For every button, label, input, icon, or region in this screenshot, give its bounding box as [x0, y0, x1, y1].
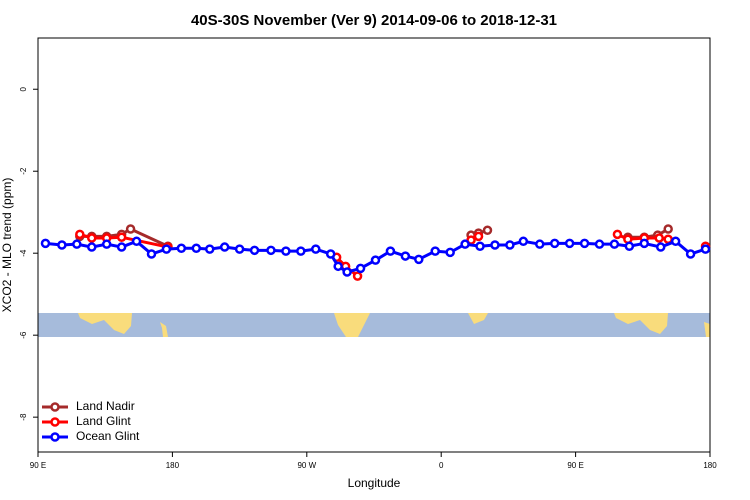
data-point [342, 267, 352, 277]
data-point [445, 247, 455, 258]
data-point [579, 238, 590, 249]
data-point [296, 246, 306, 256]
data-point [234, 244, 245, 254]
data-point [609, 239, 620, 249]
data-point [654, 233, 664, 243]
x-tick-label: 0 [439, 461, 444, 470]
x-tick-label: 180 [166, 461, 180, 470]
data-point [430, 246, 440, 256]
ocean-strip [38, 313, 710, 337]
data-point [385, 246, 396, 256]
x-tick-label: 90 W [297, 461, 316, 470]
legend-label: Ocean Glint [76, 429, 140, 443]
data-point [87, 242, 97, 252]
land-shape [704, 322, 710, 337]
legend-swatch-point [50, 402, 60, 412]
data-point [266, 245, 276, 256]
data-point [333, 261, 343, 272]
data-point [204, 244, 215, 254]
data-point [370, 255, 381, 265]
data-point [685, 249, 696, 259]
data-point [655, 242, 666, 252]
data-point [355, 263, 366, 274]
land-shape [468, 313, 488, 324]
x-tick-label: 180 [703, 461, 717, 470]
data-point [146, 249, 157, 259]
data-point [72, 239, 82, 249]
data-point [87, 233, 97, 243]
legend-label: Land Nadir [76, 399, 135, 413]
data-point [624, 241, 635, 251]
y-tick-label: -2 [19, 167, 28, 175]
data-point [281, 246, 291, 256]
data-point [549, 238, 560, 249]
data-point [475, 241, 485, 251]
data-point [400, 251, 411, 261]
land-shape [614, 313, 668, 334]
x-tick-label: 90 E [567, 461, 583, 470]
data-point [700, 244, 711, 254]
data-point [352, 271, 363, 281]
x-tick-label: 90 E [30, 461, 46, 470]
land-shape [160, 322, 168, 337]
legend-label: Land Glint [76, 414, 131, 428]
y-tick-label: -4 [19, 249, 28, 257]
data-point [125, 224, 136, 234]
data-point [490, 240, 500, 250]
map-strip [38, 313, 710, 337]
data-point [116, 242, 127, 252]
data-point [311, 244, 321, 254]
data-point [219, 242, 230, 252]
legend-swatch-point [50, 417, 60, 427]
data-point [249, 245, 260, 256]
data-point [176, 243, 187, 254]
data-point [505, 240, 515, 250]
data-point [639, 238, 650, 249]
legend-swatch-point [50, 432, 60, 442]
data-point [131, 236, 142, 247]
data-point [670, 236, 681, 247]
data-point [460, 239, 470, 249]
data-point [191, 243, 202, 254]
land-shape [334, 313, 370, 337]
data-point [325, 249, 336, 259]
data-point [663, 224, 673, 234]
data-point [161, 244, 172, 254]
data-point [612, 229, 623, 240]
data-point [473, 231, 484, 242]
y-tick-label: -6 [19, 331, 28, 339]
x-axis-label: Longitude [348, 476, 401, 490]
data-point [57, 240, 67, 250]
y-tick-label: -8 [19, 413, 28, 421]
y-tick-label: 0 [19, 86, 28, 91]
data-point [564, 238, 575, 249]
data-point [116, 232, 127, 242]
chart-title: 40S-30S November (Ver 9) 2014-09-06 to 2… [191, 12, 557, 29]
data-point [535, 239, 545, 249]
data-point [414, 254, 424, 265]
data-point [518, 236, 529, 247]
data-point [75, 229, 85, 240]
land-shape [78, 313, 132, 334]
data-point [101, 239, 112, 249]
series-line [45, 239, 706, 274]
y-axis-label: XCO2 - MLO trend (ppm) [0, 178, 14, 313]
data-point [40, 238, 51, 249]
data-point [594, 239, 605, 249]
data-point [482, 225, 493, 235]
